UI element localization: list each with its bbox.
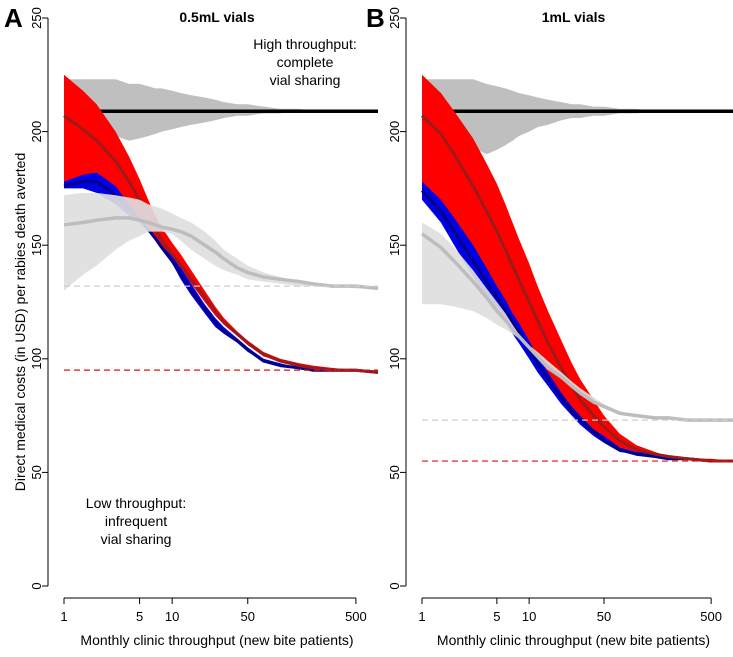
x-tick-label: 1	[418, 609, 425, 624]
note-low-line-2: infrequent	[105, 513, 167, 529]
panel-a: A 0.5mL vials 0 50 100 150 200 250 1 5 10 50 500 Mont…	[4, 3, 379, 648]
x-tick-label: 10	[522, 609, 536, 624]
series-light-line	[420, 232, 733, 422]
y-tick-label: 100	[387, 348, 402, 370]
series-darkred-line	[420, 114, 733, 463]
series-light-line	[63, 216, 379, 291]
x-tick-label: 5	[136, 609, 143, 624]
note-low-line-3: vial sharing	[101, 531, 172, 547]
y-tick-label: 0	[29, 582, 44, 589]
y-tick-label: 200	[387, 121, 402, 143]
panel-b: B 1mL vials 0 50 100 150 200 250 1 5 10 50 500 Monthl…	[366, 3, 733, 648]
x-tick-label: 50	[241, 609, 255, 624]
y-tick-label: 0	[387, 582, 402, 589]
panel-title: 1mL vials	[542, 9, 606, 25]
y-tick-label: 150	[29, 234, 44, 256]
y-tick-label: 250	[387, 7, 402, 29]
panel-letter-b: B	[366, 3, 385, 33]
x-tick-label: 500	[700, 609, 722, 624]
y-tick-label: 200	[29, 121, 44, 143]
series-blue-line	[420, 189, 733, 463]
y-tick-label: 50	[29, 465, 44, 479]
x-tick-label: 500	[345, 609, 367, 624]
x-axis-label: Monthly clinic throughput (new bite pati…	[437, 632, 710, 648]
series-light-band	[64, 192, 378, 291]
note-high-throughput: High throughput: complete vial sharing	[253, 36, 357, 88]
series-grey-band	[422, 79, 733, 155]
note-high-line-2: complete	[277, 54, 334, 70]
series-darkred-line	[63, 114, 379, 374]
panel-title: 0.5mL vials	[179, 9, 254, 25]
x-tick-label: 5	[493, 609, 500, 624]
y-tick-label: 150	[387, 234, 402, 256]
y-tick-label: 100	[29, 348, 44, 370]
note-low-line-1: Low throughput:	[86, 495, 186, 511]
y-tick-label: 50	[387, 465, 402, 479]
series-red-band	[64, 74, 378, 373]
x-tick-label: 1	[60, 609, 67, 624]
y-axis-label: Direct medical costs (in USD) per rabies…	[12, 153, 28, 491]
note-low-throughput: Low throughput: infrequent vial sharing	[86, 495, 186, 547]
note-high-line-1: High throughput:	[253, 36, 357, 52]
note-high-line-3: vial sharing	[270, 72, 341, 88]
panel-letter-a: A	[4, 3, 23, 33]
y-tick-label: 250	[29, 7, 44, 29]
x-axis-label: Monthly clinic throughput (new bite pati…	[80, 632, 353, 648]
x-tick-label: 10	[165, 609, 179, 624]
x-tick-label: 50	[597, 609, 611, 624]
